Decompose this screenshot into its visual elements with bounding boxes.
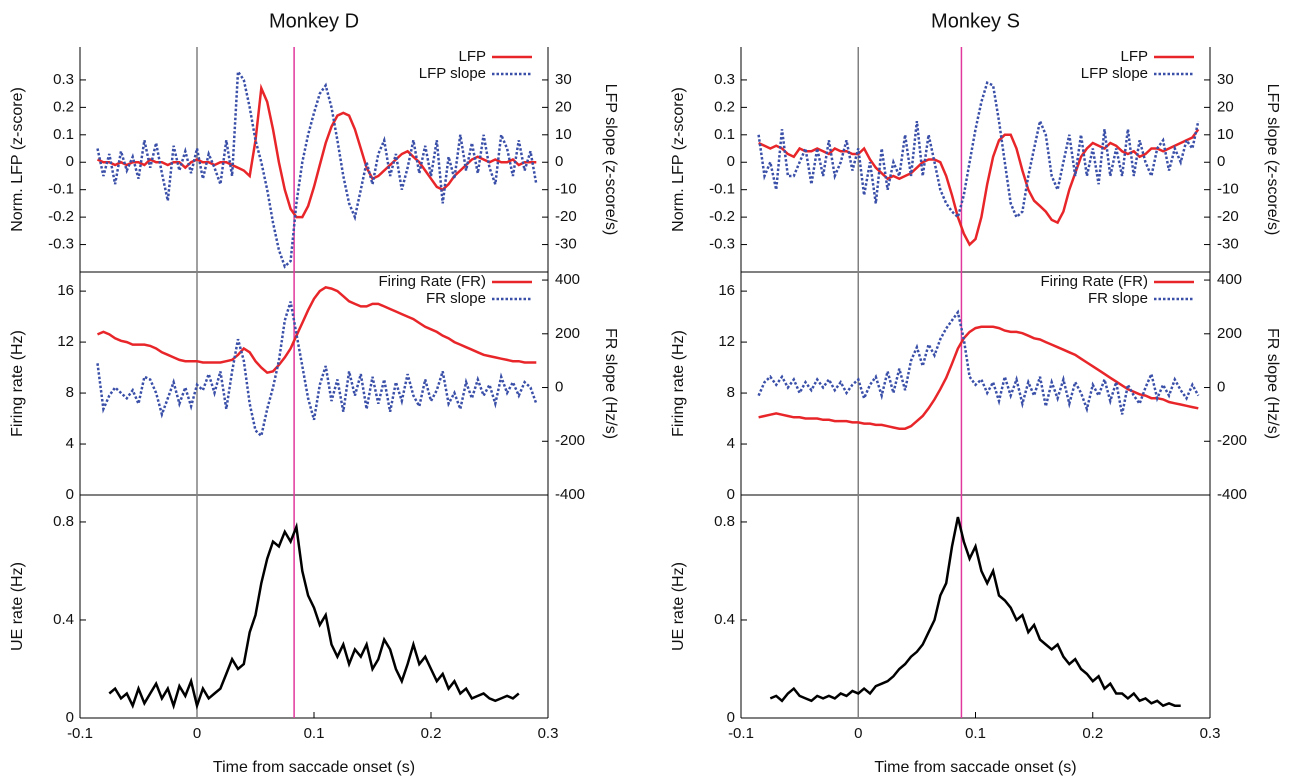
x-tick-label: 0.2	[421, 725, 442, 742]
legend-label: LFP slope	[1081, 65, 1148, 82]
y-tick-label: 0.3	[53, 71, 74, 88]
y2-tick-label: -400	[1217, 486, 1247, 503]
y-tick-label: 0.3	[714, 71, 735, 88]
y-tick-label: 12	[718, 333, 735, 350]
y2-tick-label: -400	[555, 486, 585, 503]
y-tick-label: 4	[727, 435, 735, 452]
y-tick-label: 4	[66, 435, 74, 452]
data-line	[96, 68, 538, 269]
y-axis-label: Norm. LFP (z-score)	[670, 87, 687, 232]
x-tick-label: 0	[193, 725, 201, 742]
data-line	[97, 285, 537, 375]
x-axis-label: Time from saccade onset (s)	[874, 759, 1076, 776]
x-tick-label: -0.1	[67, 725, 93, 742]
y2-tick-label: 0	[1217, 153, 1225, 170]
y2-tick-label: -10	[1217, 181, 1239, 198]
y2-tick-label: -200	[555, 432, 585, 449]
y-tick-label: 0.4	[714, 611, 735, 628]
y2-tick-label: 10	[1217, 126, 1234, 143]
legend-label: FR slope	[1088, 290, 1148, 307]
y-axis-label: UE rate (Hz)	[9, 562, 26, 651]
y2-tick-label: 200	[555, 325, 580, 342]
chart-title: Monkey S	[931, 10, 1020, 32]
y-tick-label: 0.2	[53, 98, 74, 115]
y-tick-label: 0	[66, 709, 74, 726]
y-axis-label: Firing rate (Hz)	[670, 330, 687, 437]
y-tick-label: -0.3	[709, 236, 735, 253]
y2-tick-label: -20	[1217, 208, 1239, 225]
y-tick-label: 0	[66, 153, 74, 170]
y-tick-label: -0.3	[48, 236, 74, 253]
data-line	[757, 80, 1200, 220]
y-tick-label: 0	[727, 709, 735, 726]
y2-axis-label: LFP slope (z-score/s)	[602, 84, 619, 236]
y-tick-label: -0.2	[48, 208, 74, 225]
x-axis-label: Time from saccade onset (s)	[213, 759, 415, 776]
x-tick-label: 0.2	[1082, 725, 1103, 742]
y2-tick-label: 400	[555, 271, 580, 288]
data-line	[758, 325, 1199, 430]
x-tick-label: 0.1	[965, 725, 986, 742]
y2-axis-label: FR slope (Hz/s)	[602, 328, 619, 439]
y-tick-label: 8	[66, 384, 74, 401]
y2-tick-label: 10	[555, 126, 572, 143]
data-line	[757, 309, 1200, 415]
x-tick-label: 0.1	[304, 725, 325, 742]
y2-tick-label: 20	[555, 98, 572, 115]
y-tick-label: -0.1	[709, 181, 735, 198]
y2-tick-label: 30	[555, 71, 572, 88]
y-tick-label: -0.1	[48, 181, 74, 198]
data-line	[108, 521, 520, 711]
legend-label: Firing Rate (FR)	[1040, 273, 1148, 290]
y2-tick-label: -30	[1217, 236, 1239, 253]
data-line	[758, 128, 1200, 247]
data-line	[96, 301, 538, 439]
y-tick-label: 0.1	[714, 126, 735, 143]
y-tick-label: 0.4	[53, 611, 74, 628]
y-tick-label: 0	[727, 153, 735, 170]
y2-axis-label: FR slope (Hz/s)	[1264, 328, 1281, 439]
x-tick-label: 0.3	[1200, 725, 1221, 742]
y2-tick-label: -20	[555, 208, 577, 225]
y2-tick-label: -10	[555, 181, 577, 198]
y-tick-label: 16	[718, 282, 735, 299]
y-tick-label: 16	[57, 282, 74, 299]
y-axis-label: Firing rate (Hz)	[9, 330, 26, 437]
y-tick-label: -0.2	[709, 208, 735, 225]
y-tick-label: 12	[57, 333, 74, 350]
y2-tick-label: -30	[555, 236, 577, 253]
chart-title: Monkey D	[269, 10, 359, 32]
legend-label: LFP slope	[419, 65, 486, 82]
y-tick-label: 0.8	[53, 513, 74, 530]
y-tick-label: 0.8	[714, 513, 735, 530]
y-tick-label: 8	[727, 384, 735, 401]
legend-label: LFP	[1120, 48, 1148, 65]
y2-tick-label: 200	[1217, 325, 1242, 342]
y-tick-label: 0	[66, 486, 74, 503]
y2-tick-label: -200	[1217, 432, 1247, 449]
y-tick-label: 0	[727, 486, 735, 503]
y2-tick-label: 0	[1217, 378, 1225, 395]
y2-axis-label: LFP slope (z-score/s)	[1264, 84, 1281, 236]
y-tick-label: 0.2	[714, 98, 735, 115]
legend-label: Firing Rate (FR)	[378, 273, 486, 290]
x-tick-label: 0.3	[538, 725, 559, 742]
y2-tick-label: 0	[555, 153, 563, 170]
x-tick-label: -0.1	[728, 725, 754, 742]
y2-tick-label: 400	[1217, 271, 1242, 288]
y-axis-label: UE rate (Hz)	[670, 562, 687, 651]
y2-tick-label: 0	[555, 378, 563, 395]
y2-tick-label: 30	[1217, 71, 1234, 88]
x-tick-label: 0	[854, 725, 862, 742]
legend-label: LFP	[458, 48, 486, 65]
legend-label: FR slope	[426, 290, 486, 307]
y-axis-label: Norm. LFP (z-score)	[9, 87, 26, 232]
y2-tick-label: 20	[1217, 98, 1234, 115]
y-tick-label: 0.1	[53, 126, 74, 143]
data-line	[769, 516, 1181, 708]
